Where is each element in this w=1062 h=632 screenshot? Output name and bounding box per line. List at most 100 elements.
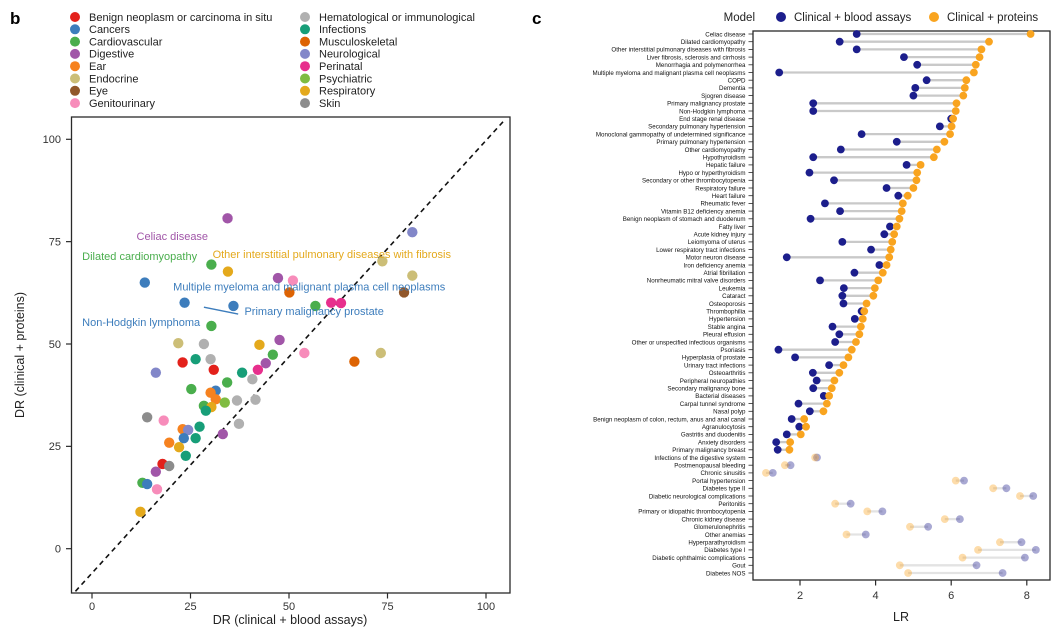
row-label: Peripheral neuropathies <box>680 378 746 385</box>
scatter-point-perinatal <box>335 297 347 309</box>
scatter-point-skin <box>164 460 175 472</box>
dot-blood-assays <box>809 107 818 115</box>
scatter-point-infect <box>236 367 248 378</box>
scatter-point-hema <box>247 374 258 385</box>
scatter-point-ear <box>164 437 175 448</box>
row-label: Pleural effusion <box>703 332 746 339</box>
dot-proteins <box>863 507 872 516</box>
dot-blood-assays <box>773 445 782 454</box>
x-tick-label-b: 0 <box>89 601 95 613</box>
panel-b-label: b <box>10 9 20 28</box>
dot-proteins <box>839 361 848 369</box>
panel-b-legend: Benign neoplasm or carcinoma in situCanc… <box>70 12 475 110</box>
y-tick-label-b: 0 <box>55 544 61 556</box>
dot-proteins <box>897 207 906 216</box>
annotation-label: Multiple myeloma and malignant plasma ce… <box>173 281 446 293</box>
scatter-point-perinatal <box>325 297 337 308</box>
row-label: Vitamin B12 deficiency anemia <box>661 208 746 215</box>
scatter-point-digestive <box>217 428 229 440</box>
legend-swatch-infect <box>300 24 310 35</box>
scatter-point-eye <box>398 287 410 298</box>
dot-proteins <box>977 45 986 54</box>
row-label: Diabetes NOS <box>706 570 746 577</box>
annotation-label: Primary malignancy prostate <box>244 306 383 318</box>
scatter-point-ear <box>210 394 221 405</box>
row-label: Bacterial diseases <box>695 393 745 400</box>
scatter-point-endocrine <box>375 347 387 359</box>
x-tick-label-b: 75 <box>381 601 393 613</box>
scatter-point-hema <box>233 418 245 430</box>
row-label: Other interstitial pulmonary diseases wi… <box>611 47 745 54</box>
row-label: Cataract <box>722 293 746 300</box>
scatter-point-infect <box>190 353 201 365</box>
row-label: Atrial fibrillation <box>704 270 747 277</box>
dot-proteins <box>858 315 867 323</box>
dot-proteins <box>862 299 871 308</box>
row-label: Psoriasis <box>720 347 745 354</box>
dot-proteins <box>870 284 879 292</box>
dot-proteins <box>830 376 839 385</box>
dot-blood-assays <box>791 353 799 362</box>
dot-proteins <box>888 238 897 246</box>
dot-blood-assays <box>795 422 804 431</box>
row-label: Celiac disease <box>705 31 746 38</box>
dot-proteins <box>940 137 949 146</box>
dot-blood-assays <box>960 476 968 485</box>
dot-blood-assays <box>836 207 844 216</box>
dot-proteins <box>785 445 794 454</box>
legend-swatch-cardio <box>70 36 80 47</box>
dot-proteins <box>985 37 993 46</box>
row-label: Other anemias <box>705 532 746 539</box>
row-label: Hyperparathyroidism <box>688 540 745 547</box>
dot-blood-assays <box>839 299 848 308</box>
dot-blood-assays <box>924 522 933 531</box>
row-label: Anxiety disorders <box>698 439 745 446</box>
dot-proteins <box>951 107 960 115</box>
row-label: Agranulocytosis <box>702 424 746 431</box>
scatter-point-genito <box>299 347 310 359</box>
x-tick-label-c: 8 <box>1024 590 1030 602</box>
row-label: Gout <box>732 563 746 570</box>
row-label: Primary malignancy prostate <box>667 101 746 108</box>
dot-blood-assays <box>772 438 781 446</box>
scatter-point-digestive <box>272 272 284 284</box>
dot-blood-assays <box>768 469 777 477</box>
dot-proteins <box>886 245 895 254</box>
dot-proteins <box>878 268 887 277</box>
scatter-point-psych <box>219 397 230 408</box>
dot-proteins <box>825 392 834 400</box>
legend-label-psych: Psychiatric <box>319 73 373 85</box>
dot-blood-assays <box>774 345 783 354</box>
dot-blood-assays <box>816 276 824 285</box>
dot-blood-assays <box>998 569 1007 577</box>
x-tick-label-b: 100 <box>477 601 495 613</box>
row-label: Diabetes type II <box>703 486 746 493</box>
dot-proteins <box>913 168 922 177</box>
plot-frame-c <box>752 30 1051 581</box>
legend-label-ear: Ear <box>89 61 106 73</box>
row-label: Benign neoplasm of stomach and duodenum <box>623 216 746 223</box>
dot-blood-assays <box>839 284 848 292</box>
row-label: Osteoporosis <box>709 301 745 308</box>
dot-blood-assays <box>838 238 847 246</box>
scatter-point-infect <box>190 432 201 444</box>
dot-blood-assays <box>809 99 818 108</box>
row-label: Peritonitis <box>718 501 745 508</box>
y-tick-label-b: 50 <box>49 339 61 351</box>
row-label: Sjogren disease <box>701 93 746 100</box>
legend-label-infect: Infections <box>319 24 367 36</box>
row-label: Acute kidney injury <box>694 232 747 239</box>
dot-proteins <box>1026 30 1035 38</box>
dot-proteins <box>796 430 805 439</box>
legend-label-genito: Genitourinary <box>89 98 156 110</box>
dot-blood-assays <box>922 76 931 85</box>
dot-blood-assays <box>902 161 911 169</box>
dot-proteins <box>958 553 967 562</box>
row-label: Primary malignancy breast <box>672 447 746 454</box>
row-label: Motor neuron disease <box>686 255 746 262</box>
legend-swatch-neuro <box>300 48 310 59</box>
scatter-point-hema <box>198 338 210 350</box>
dot-blood-assays <box>831 338 840 346</box>
